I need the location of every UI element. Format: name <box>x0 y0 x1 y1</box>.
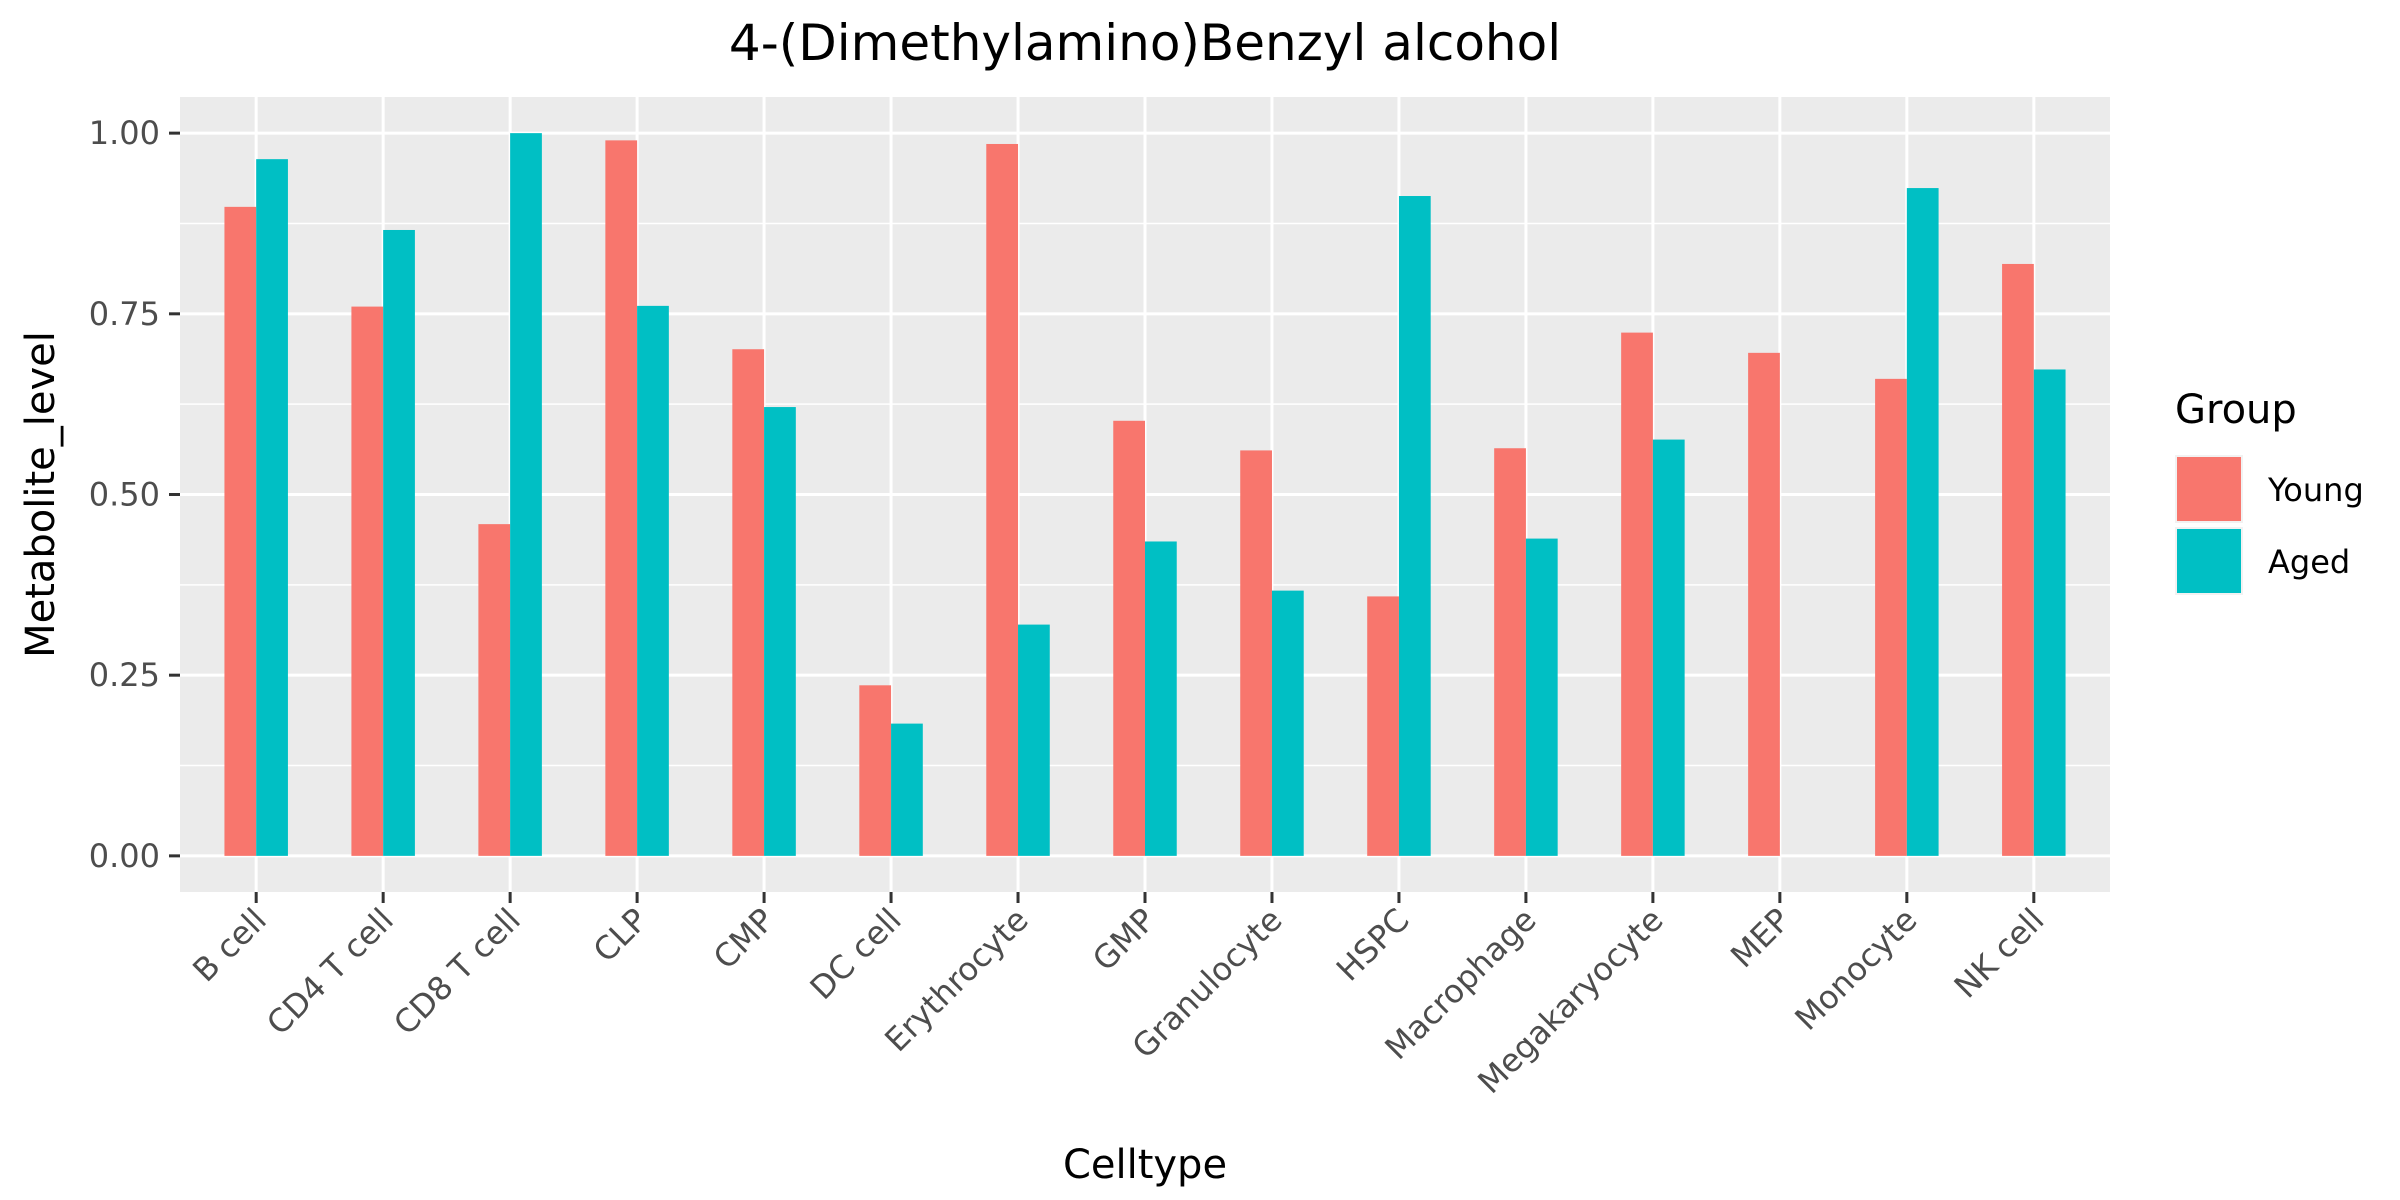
bar-aged-megakaryocyte <box>1652 439 1685 856</box>
bar-young-erythrocyte <box>986 143 1019 856</box>
bar-aged-erythrocyte <box>1018 624 1050 856</box>
legend-key-aged <box>2177 529 2241 593</box>
bar-aged-dc-cell <box>891 723 923 856</box>
bar-young-dc-cell <box>859 685 892 856</box>
bar-young-gmp <box>1113 420 1145 856</box>
y-tick-label: 0.75 <box>89 295 160 333</box>
bar-aged-gmp <box>1145 541 1177 856</box>
bar-young-hspc <box>1367 596 1399 856</box>
bar-young-nk-cell <box>2002 263 2034 856</box>
chart-title: 4-(Dimethylamino)Benzyl alcohol <box>729 14 1561 72</box>
bar-aged-clp <box>637 305 669 856</box>
bar-young-mep <box>1748 352 1780 856</box>
legend-label-young: Young <box>2267 471 2364 509</box>
bar-young-cd4-t-cell <box>351 306 384 856</box>
legend-title: Group <box>2175 387 2297 433</box>
bar-aged-monocyte <box>1906 188 1939 856</box>
legend-label-aged: Aged <box>2268 543 2350 581</box>
bar-aged-cmp <box>764 407 796 856</box>
legend: Group Young Aged <box>2175 387 2364 595</box>
bar-young-granulocyte <box>1240 450 1272 856</box>
bar-young-monocyte <box>1875 378 1907 856</box>
y-tick-label: 0.50 <box>89 476 160 514</box>
bar-aged-cd4-t-cell <box>383 229 415 856</box>
legend-key-young <box>2177 457 2241 521</box>
y-tick-label: 0.25 <box>89 656 160 694</box>
bars <box>224 133 2066 856</box>
bar-young-macrophage <box>1494 448 1526 856</box>
bar-aged-b-cell <box>256 159 288 856</box>
x-axis-title: Celltype <box>1063 1142 1227 1188</box>
bar-aged-hspc <box>1398 196 1431 856</box>
bar-young-cmp <box>732 349 765 856</box>
bar-young-megakaryocyte <box>1621 332 1653 856</box>
bar-young-cd8-t-cell <box>478 524 511 856</box>
y-tick-label: 0.00 <box>89 837 160 875</box>
y-tick-label: 1.00 <box>89 114 160 152</box>
bar-aged-cd8-t-cell <box>510 133 542 856</box>
bar-aged-macrophage <box>1525 538 1558 856</box>
y-axis-title: Metabolite_level <box>18 331 64 658</box>
bar-young-clp <box>605 140 638 856</box>
y-axis: 0.00 0.25 0.50 0.75 1.00 <box>89 114 180 875</box>
bar-young-b-cell <box>224 206 257 856</box>
legend-items: Young Aged <box>2175 455 2364 595</box>
bar-aged-nk-cell <box>2033 369 2066 856</box>
bar-aged-granulocyte <box>1271 590 1304 856</box>
